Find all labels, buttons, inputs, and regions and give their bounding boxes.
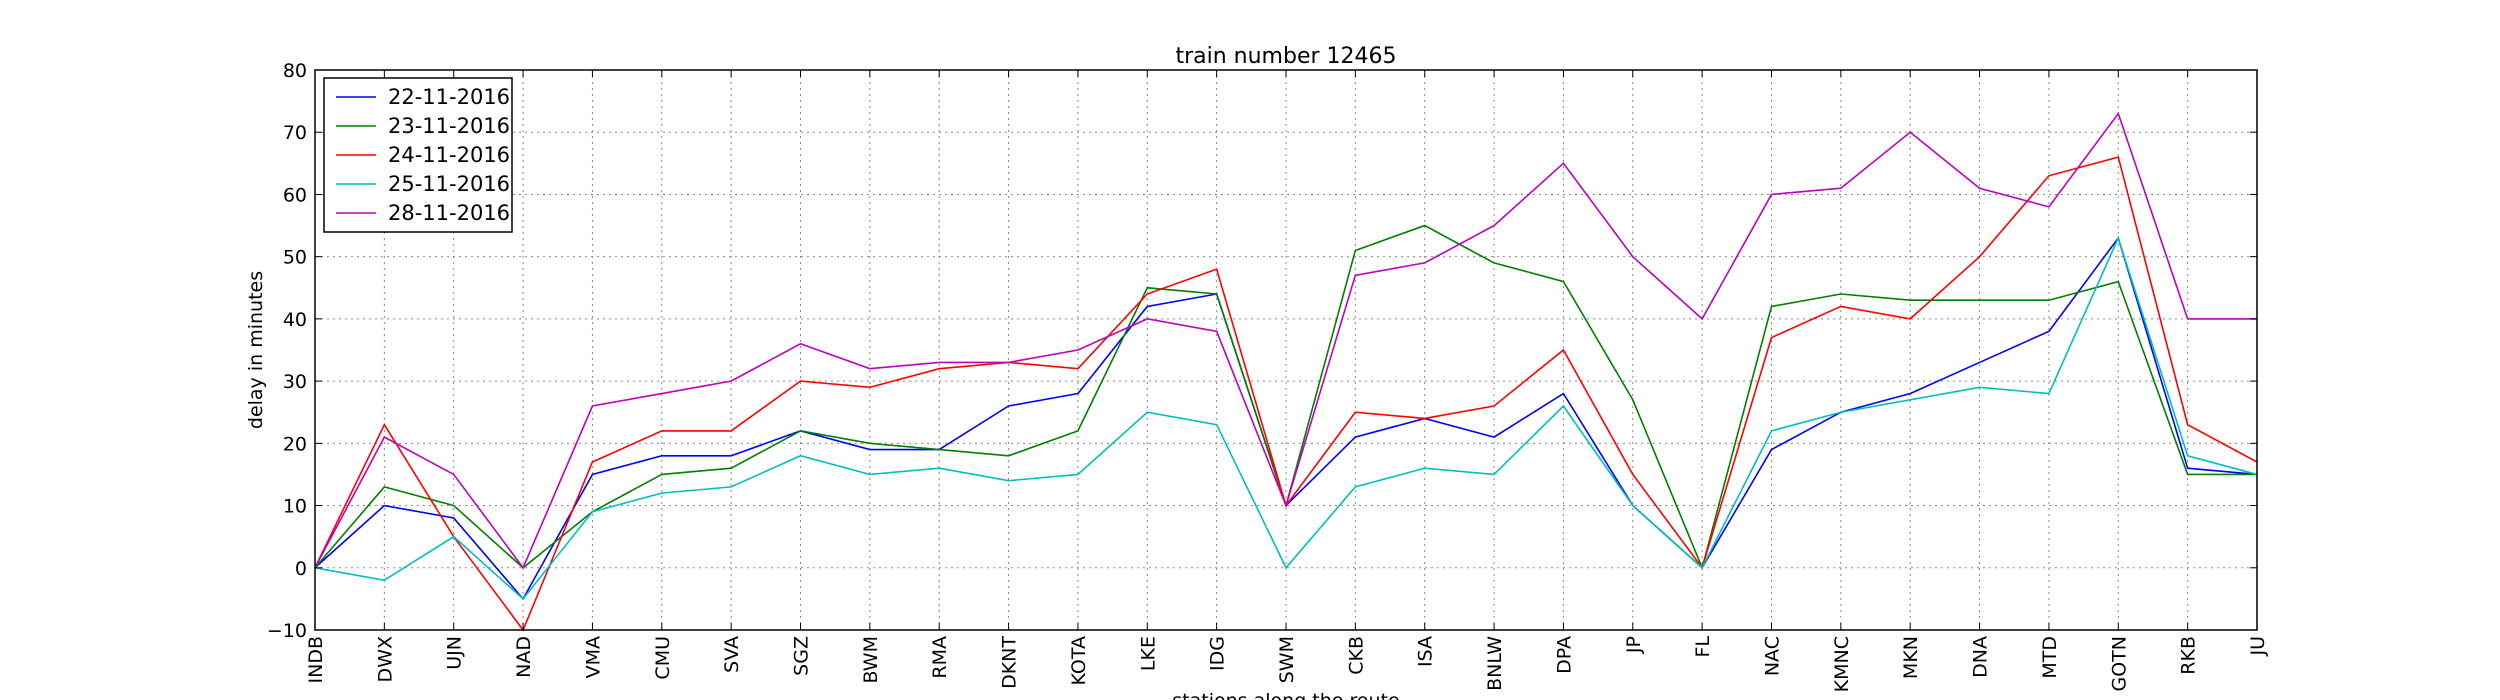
x-tick-label: IDG	[1207, 636, 1229, 671]
x-tick-label: SVA	[721, 636, 743, 673]
y-tick-label: 10	[283, 496, 307, 518]
x-tick-label: LKE	[1137, 636, 1159, 671]
legend-label: 23-11-2016	[388, 114, 510, 138]
legend: 22-11-2016 23-11-2016 24-11-2016 25-11-2016…	[323, 77, 513, 233]
x-tick-label: JU	[2247, 636, 2269, 657]
legend-label: 22-11-2016	[388, 85, 510, 109]
x-tick-label: SGZ	[791, 636, 813, 676]
x-tick-label: FL	[1692, 636, 1714, 658]
x-tick-label: UJN	[444, 636, 466, 670]
x-tick-label: CKB	[1345, 636, 1367, 675]
x-tick-label: DNA	[1970, 636, 1992, 678]
x-tick-label: GOTN	[2108, 636, 2130, 692]
x-tick-label: CMU	[652, 636, 674, 680]
x-tick-label: INDB	[305, 636, 327, 683]
x-tick-label: RKB	[2178, 636, 2200, 675]
y-tick-labels: −10 0 10 20 30 40 50 60 70 80	[267, 60, 307, 642]
x-tick-label: NAD	[513, 636, 535, 678]
legend-label: 28-11-2016	[388, 201, 510, 225]
series-line-23-11-2016	[314, 224, 2257, 571]
x-tick-label: VMA	[582, 636, 604, 678]
chart-title: train number 12465	[1175, 44, 1396, 69]
x-tick-label: RMA	[929, 636, 951, 679]
x-axis-label: stations along the route	[1172, 690, 1399, 700]
grid	[314, 69, 2258, 631]
series-line-24-11-2016	[314, 156, 2258, 632]
x-tick-label: KMNC	[1831, 636, 1853, 692]
x-tick-label: ISA	[1415, 636, 1437, 667]
y-tick-label: −10	[267, 620, 307, 642]
x-tick-label: NAC	[1762, 636, 1784, 676]
x-tick-label: JP	[1623, 636, 1645, 654]
y-tick-label: 30	[283, 371, 307, 393]
x-tick-label: MKN	[1900, 636, 1922, 679]
x-tick-label: BWM	[860, 636, 882, 684]
x-tick-label: KOTA	[1068, 636, 1090, 686]
y-tick-label: 80	[283, 60, 307, 82]
legend-label: 24-11-2016	[388, 143, 510, 167]
x-tick-label: DPA	[1553, 636, 1575, 674]
y-tick-label: 40	[283, 309, 307, 331]
x-tick-labels: INDB DWX UJN NAD VMA CMU SVA SGZ BWM RMA DKNT KOTA L…	[305, 636, 2269, 693]
y-axis-label: delay in minutes	[245, 271, 267, 429]
series-lines	[314, 111, 2258, 632]
y-tick-label: 60	[283, 184, 307, 206]
y-tick-label: 70	[283, 122, 307, 144]
ticks	[314, 69, 2258, 631]
y-tick-label: 50	[283, 247, 307, 269]
x-tick-label: MTD	[2039, 636, 2061, 679]
legend-label: 25-11-2016	[388, 172, 510, 196]
x-tick-label: BNLW	[1484, 636, 1506, 691]
x-tick-label: DWX	[374, 636, 396, 682]
x-tick-label: SWM	[1276, 636, 1298, 683]
x-tick-label: DKNT	[999, 636, 1021, 689]
series-line-25-11-2016	[314, 235, 2258, 601]
series-line-28-11-2016	[314, 111, 2257, 570]
y-tick-label: 20	[283, 433, 307, 455]
y-tick-label: 0	[295, 558, 307, 580]
